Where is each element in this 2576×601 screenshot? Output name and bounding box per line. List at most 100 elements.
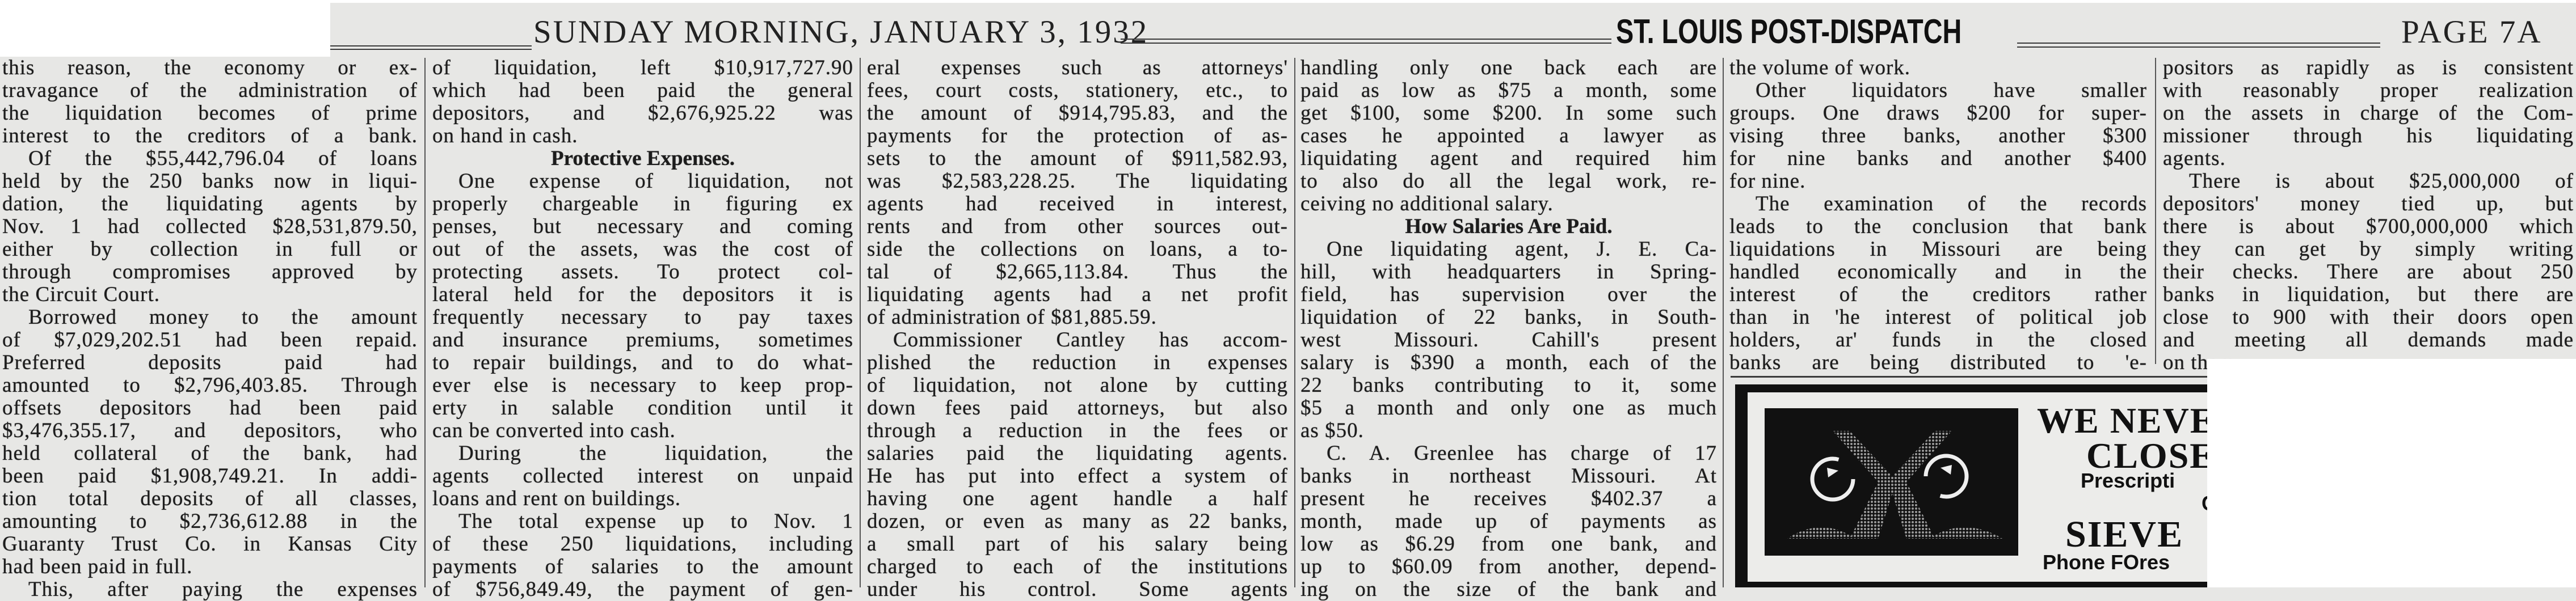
text-line: tal of $2,665,113.84. Thus the	[867, 261, 1288, 283]
text-line: holders, ar' funds in the closed	[1729, 329, 2147, 352]
text-line: dation, the liquidating agents by	[2, 193, 418, 215]
text-line: the liquidation becomes of prime	[2, 102, 418, 125]
text-line: offsets depositors had been paid	[2, 397, 418, 420]
text-line: agents.	[2163, 147, 2226, 170]
text-line: During the liquidation, the	[458, 442, 853, 465]
text-line: The examination of the records	[1756, 193, 2147, 215]
text-line: out of the assets, was the cost of	[432, 238, 853, 261]
text-line: can be converted into cash.	[432, 420, 676, 442]
text-line: handled economically and in the	[1729, 261, 2147, 283]
text-line: dozen, or even as many as 22 banks,	[867, 510, 1288, 533]
text-line: Preferred deposits paid had	[2, 352, 418, 374]
text-line: liquidations in Missouri are being	[1729, 238, 2147, 261]
text-line: tion total deposits of all classes,	[2, 488, 418, 510]
text-line: ceiving no additional salary.	[1300, 193, 1554, 215]
text-line: to repair buildings, and to do what-	[432, 352, 853, 374]
text-line: groups. One draws $200 for super-	[1729, 102, 2147, 125]
text-line: get $100, some $200. In some such	[1300, 102, 1717, 125]
text-line: $3,476,355.17, and depositors, who	[2, 420, 418, 442]
article-column-3: eral expenses such as attorneys' fees, co…	[867, 57, 1288, 601]
text-line: agents collected interest on unpaid	[432, 465, 853, 488]
blank-margin-top-left	[0, 0, 330, 57]
text-line: to also do all the legal work, re-	[1300, 170, 1717, 193]
text-line: under his control. Some agents	[867, 578, 1288, 601]
masthead-rule	[1121, 39, 1611, 40]
text-line: the Circuit Court.	[2, 283, 160, 306]
masthead-rule	[330, 45, 532, 46]
text-line: hill, with headquarters in Spring-	[1300, 261, 1717, 283]
text-line: 22 banks contributing to it, some	[1300, 374, 1717, 397]
text-line: loans and rent on buildings.	[432, 488, 681, 510]
text-line: west Missouri. Cahill's present	[1300, 329, 1717, 352]
ad-headline-2: CLOSE	[2086, 435, 2215, 476]
text-line: down fees paid attorneys, but also	[867, 397, 1288, 420]
ad-headline: WE NEVE	[2037, 400, 2216, 441]
text-line: as $50.	[1300, 420, 1364, 442]
text-line: of $756,849.49, the payment of gen-	[432, 578, 853, 601]
text-line: positors as rapidly as is consistent	[2163, 57, 2574, 79]
text-line: Other liquidators have smaller	[1756, 79, 2147, 102]
text-line: fees, court costs, stationery, etc., to	[867, 79, 1288, 102]
text-line: of these 250 liquidations, including	[432, 533, 853, 556]
text-line: penses, but necessary and coming	[432, 215, 853, 238]
text-line: erty in salable condition until it	[432, 397, 853, 420]
text-line: rents and from other sources out-	[867, 215, 1288, 238]
text-line: agents had received in interest,	[867, 193, 1288, 215]
text-line: banks are being distributed to 'e-	[1729, 352, 2147, 374]
section-heading: How Salaries Are Paid.	[1405, 215, 1613, 238]
text-line: travagance of the administration of	[2, 79, 418, 102]
ad-prescriptions: Prescripti	[2081, 469, 2175, 492]
column-rule	[1723, 58, 1724, 587]
text-line: liquidating agent and required him	[1300, 147, 1717, 170]
text-line: payments of salaries to the amount	[432, 556, 853, 578]
text-line: held collateral of the bank, had	[2, 442, 418, 465]
text-line: This, after paying the expenses	[28, 578, 418, 601]
article-column-2: of liquidation, left $10,917,727.90 which…	[432, 57, 853, 601]
text-line: than in 'he interest of political job	[1729, 306, 2147, 329]
text-line: cases he appointed a lawyer as	[1300, 125, 1717, 147]
text-line: One liquidating agent, J. E. Ca-	[1327, 238, 1717, 261]
text-line: through a reduction in the fees or	[867, 420, 1288, 442]
text-line: and insurance premiums, sometimes	[432, 329, 853, 352]
text-line: side the collections on loans, a to-	[867, 238, 1288, 261]
text-line: charged to each of the institutions	[867, 556, 1288, 578]
text-line: amounting to $2,736,612.88 in the	[2, 510, 418, 533]
text-line: liquidating agents had a net profit	[867, 283, 1288, 306]
text-line: ing on the size of the bank and	[1300, 578, 1717, 601]
text-line: Guaranty Trust Co. in Kansas City	[2, 533, 418, 556]
page-number: PAGE 7A	[2401, 14, 2543, 50]
text-line: on the assets in charge of the Com-	[2163, 102, 2574, 125]
text-line: of liquidation, left $10,917,727.90	[432, 57, 853, 79]
text-line: eral expenses such as attorneys'	[867, 57, 1288, 79]
text-line: held by the 250 banks now in liqui-	[2, 170, 418, 193]
masthead-rule	[1121, 43, 1611, 44]
text-line: they can get by simply writing	[2163, 238, 2574, 261]
blank-margin-bottom-right	[2207, 359, 2576, 587]
text-line: interest of the creditors rather	[1729, 283, 2147, 306]
text-line: plished the reduction in expenses	[867, 352, 1288, 374]
text-line: month, made up of payments as	[1300, 510, 1717, 533]
text-line: and meeting all demands made	[2163, 329, 2574, 352]
text-line: Nov. 1 had collected $28,531,879.50,	[2, 215, 418, 238]
text-line: of liquidation, not alone by cutting	[867, 374, 1288, 397]
owl-illustration	[1765, 408, 2018, 556]
text-line: had been paid in full.	[2, 556, 193, 578]
text-line: protecting assets. To protect col-	[432, 261, 853, 283]
text-line: a small part of his salary being	[867, 533, 1288, 556]
text-line: One expense of liquidation, not	[458, 170, 853, 193]
ad-phone: Phone FOres	[2043, 551, 2170, 574]
text-line: having one agent handle a half	[867, 488, 1288, 510]
article-column-6: positors as rapidly as is consistent with…	[2163, 57, 2574, 374]
text-line: handling only one back each are	[1300, 57, 1717, 79]
text-line: this reason, the economy or ex-	[2, 57, 418, 79]
advertisement: WE NEVE CLOSE Prescripti C SIEVE Phone F…	[1735, 384, 2258, 587]
text-line: with reasonably proper realization	[2163, 79, 2574, 102]
article-column-5: the volume of work. Other liquidators hav…	[1729, 57, 2147, 374]
text-line: liquidation of 22 banks, in South-	[1300, 306, 1717, 329]
masthead-rule	[2017, 46, 2380, 48]
text-line: Commissioner Cantley has accom-	[893, 329, 1288, 352]
text-line: $5 a month and only one as much	[1300, 397, 1717, 420]
text-line: ever else is necessary to keep prop-	[432, 374, 853, 397]
newspaper-name: ST. LOUIS POST-DISPATCH	[1616, 12, 1962, 50]
text-line: interest to the creditors of a bank.	[2, 125, 418, 147]
